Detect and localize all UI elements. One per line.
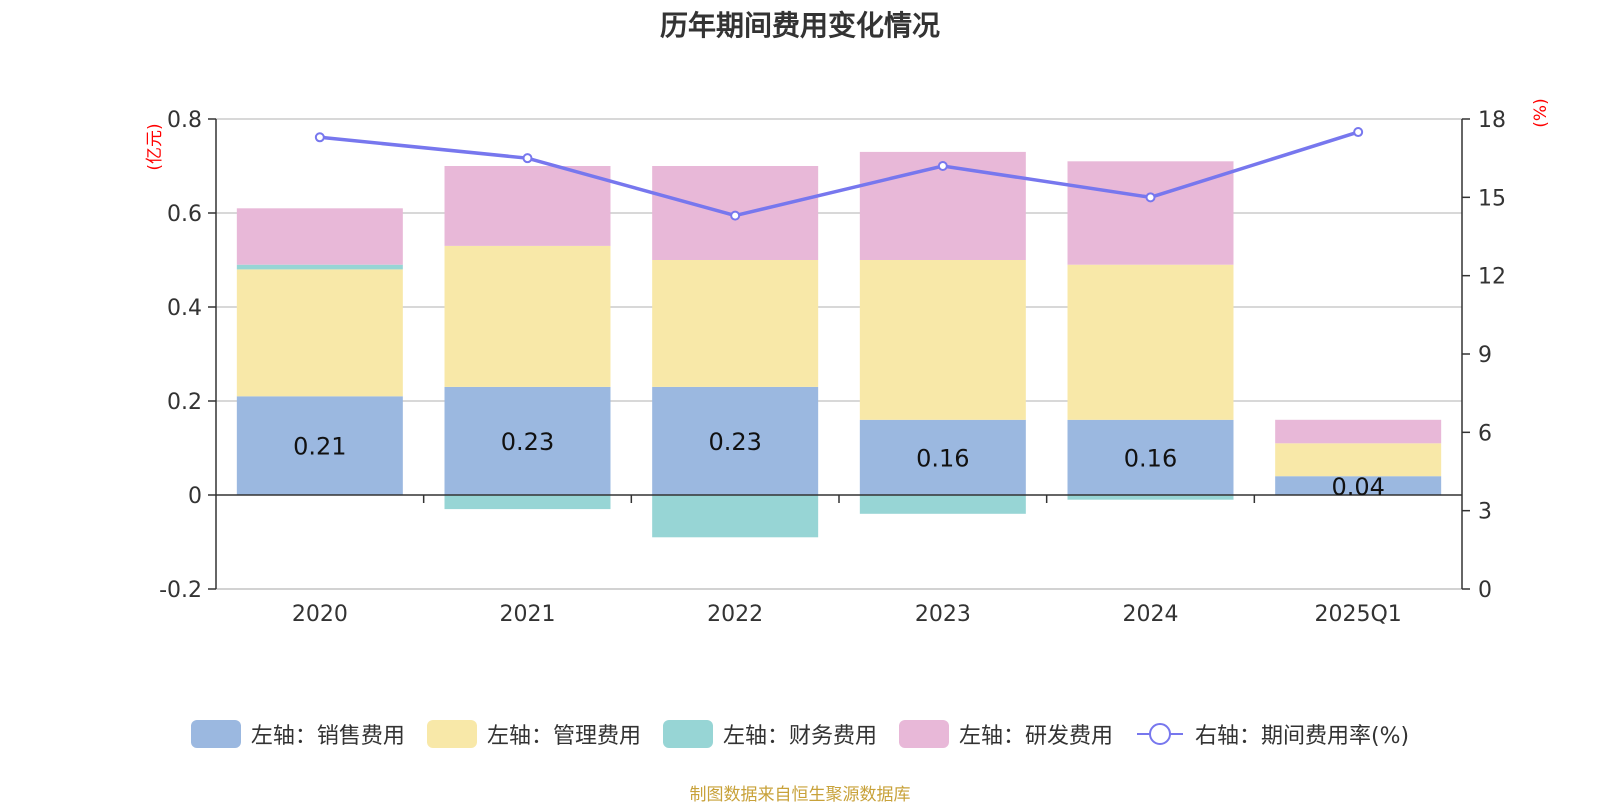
legend-item[interactable]: 左轴：管理费用 <box>426 718 641 750</box>
bar-value-label: 0.16 <box>916 444 969 472</box>
legend: 左轴：销售费用 左轴：管理费用 左轴：财务费用 左轴：研发费用 右轴：期间费用率(%) <box>0 718 1600 750</box>
x-tick-label: 2023 <box>915 602 971 627</box>
legend-label: 左轴：管理费用 <box>486 724 641 749</box>
bar-value-label: 0.23 <box>708 428 761 456</box>
bar-segment <box>859 419 1026 495</box>
legend-item[interactable]: 左轴：销售费用 <box>190 718 405 750</box>
bar-segment <box>444 245 611 387</box>
legend-label: 左轴：财务费用 <box>722 724 877 749</box>
chart-title: 历年期间费用变化情况 <box>659 9 940 42</box>
x-tick-label: 2020 <box>292 602 348 627</box>
bar-segment <box>236 396 403 495</box>
bar-segment <box>652 386 819 495</box>
bar-segment <box>1275 419 1442 444</box>
bar-segment <box>1275 476 1442 495</box>
x-tick-label: 2024 <box>1123 602 1179 627</box>
bar-value-label: 0.23 <box>501 428 554 456</box>
right-tick-label: 12 <box>1478 265 1506 290</box>
left-tick-label: 0.2 <box>167 390 202 415</box>
bar-layer <box>236 151 1442 538</box>
bar-segment <box>859 260 1026 420</box>
legend-item[interactable]: 右轴：期间费用率(%) <box>1135 718 1409 750</box>
source-note: 制图数据来自恒生聚源数据库 <box>689 785 911 805</box>
legend-swatch <box>662 720 713 748</box>
rate-point <box>937 161 948 171</box>
bar-segment <box>236 269 403 397</box>
data-labels: 0.21 0.23 0.23 0.16 0.16 0.04 <box>293 428 1385 501</box>
x-tick-label: 2021 <box>500 602 556 627</box>
bar-value-label: 0.21 <box>293 433 346 461</box>
bar-segment <box>444 495 611 510</box>
bar-segment <box>236 208 403 265</box>
right-axis-unit: (%) <box>1531 98 1551 127</box>
bar-segment <box>236 264 403 270</box>
rate-point <box>1145 192 1156 203</box>
bar-segment <box>1275 443 1442 477</box>
legend-swatch <box>190 720 241 748</box>
rate-point <box>730 210 741 221</box>
bar-value-label: 0.04 <box>1331 473 1384 501</box>
left-tick-label: -0.2 <box>159 578 202 603</box>
right-tick-label: 15 <box>1478 186 1506 211</box>
rate-line <box>319 130 1359 218</box>
legend-label: 左轴：研发费用 <box>958 724 1113 749</box>
rate-point <box>522 153 533 164</box>
right-tick-label: 18 <box>1478 108 1506 133</box>
bar-segment <box>652 260 819 387</box>
right-tick-label: 3 <box>1478 500 1492 525</box>
legend-label: 右轴：期间费用率(%) <box>1194 724 1410 749</box>
left-tick-label: 0.8 <box>167 108 202 133</box>
right-tick-label: 6 <box>1478 421 1492 446</box>
legend-item[interactable]: 左轴：财务费用 <box>662 718 877 750</box>
bar-segment <box>1067 419 1234 495</box>
left-axis-unit: (亿元) <box>145 123 165 170</box>
bar-segment <box>444 386 611 495</box>
grid-lines <box>216 118 1462 590</box>
axes: -0.2 0 0.2 0.4 0.6 0.8 0 3 6 9 12 15 18 (亿元) (%) 2020 20… <box>145 98 1551 627</box>
left-tick-label: 0.4 <box>167 296 202 321</box>
left-tick-label: 0 <box>188 484 202 509</box>
bar-segment <box>1067 161 1234 265</box>
line-layer <box>314 127 1364 221</box>
right-tick-label: 9 <box>1478 343 1492 368</box>
x-tick-label: 2022 <box>707 602 763 627</box>
rate-point <box>1353 127 1364 138</box>
bar-segment <box>859 495 1026 514</box>
legend-line-marker <box>1136 723 1183 745</box>
legend-line-circle <box>1148 723 1171 745</box>
legend-label: 左轴：销售费用 <box>250 724 405 749</box>
bar-value-label: 0.16 <box>1124 444 1177 472</box>
legend-swatch <box>426 720 477 748</box>
legend-swatch <box>898 720 949 748</box>
x-tick-label: 2025Q1 <box>1315 602 1402 627</box>
bar-segment <box>1067 495 1234 500</box>
legend-item[interactable]: 左轴：研发费用 <box>898 718 1113 750</box>
rate-point <box>314 132 325 143</box>
left-tick-label: 0.6 <box>167 202 202 227</box>
bar-segment <box>1067 264 1234 420</box>
right-tick-label: 0 <box>1478 578 1492 603</box>
bar-segment <box>444 166 611 246</box>
bar-segment <box>652 495 819 538</box>
